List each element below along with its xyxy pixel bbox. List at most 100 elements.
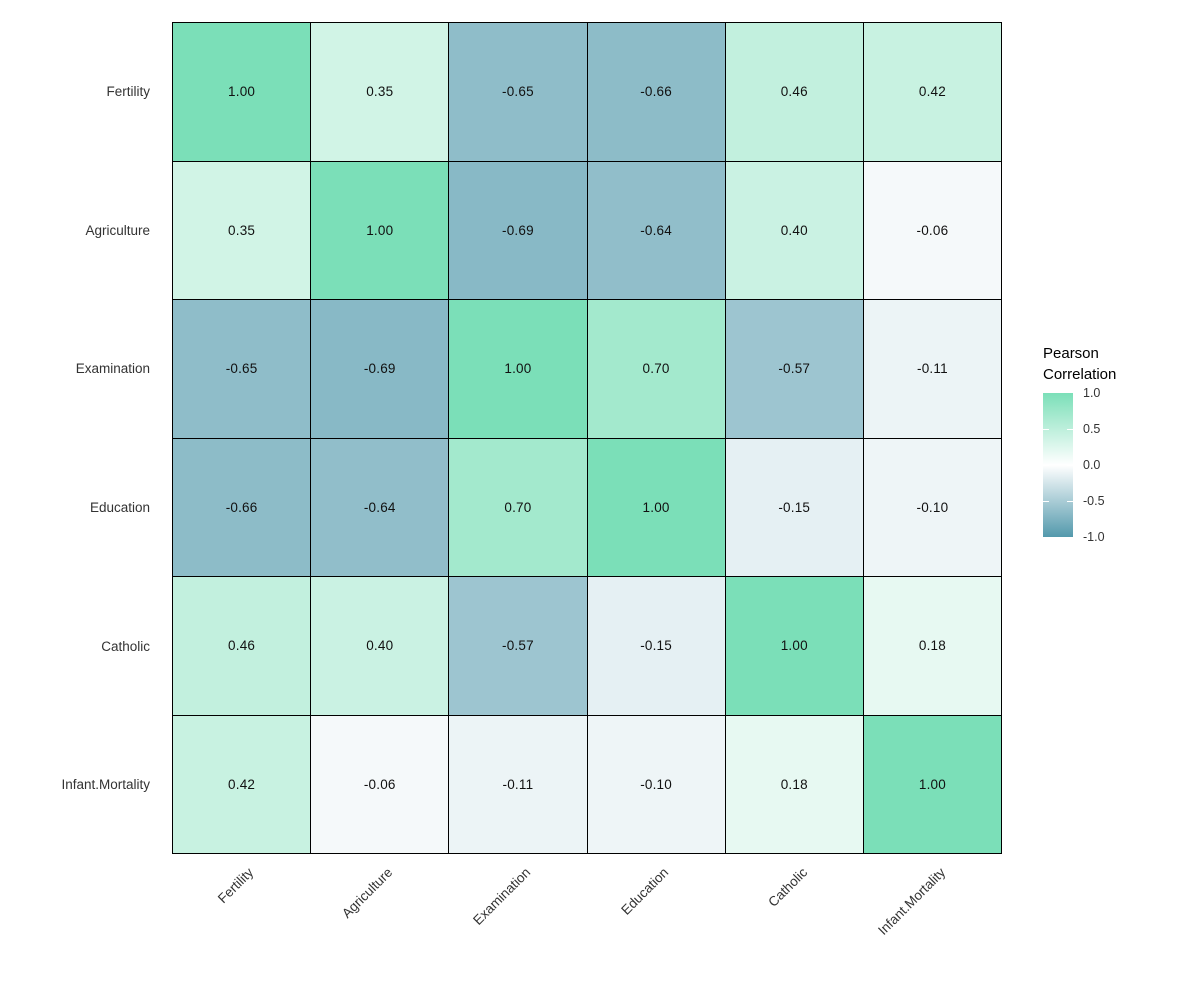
legend-tick-notch — [1067, 501, 1073, 502]
legend-tick-notch — [1043, 465, 1049, 466]
cell-value: -0.15 — [640, 638, 672, 654]
legend-title: Pearson Correlation — [1043, 345, 1117, 383]
cell-value: 1.00 — [366, 222, 394, 238]
legend-tick-notch — [1043, 501, 1049, 502]
cell-value: 0.35 — [228, 222, 256, 238]
heatmap-cell-Education-Education: 1.00 — [587, 438, 725, 576]
cell-value: -0.66 — [225, 499, 258, 515]
legend-tick-label: 0.5 — [1083, 422, 1101, 436]
cell-value: -0.15 — [778, 499, 811, 515]
heatmap-cell-Examination-Agriculture: -0.69 — [311, 300, 449, 438]
heatmap-cell-Infant.Mortality-Infant.Mortality: 1.00 — [863, 715, 1001, 853]
heatmap-cell-Catholic-Examination: -0.57 — [449, 577, 587, 715]
heatmap-cell-Infant.Mortality-Catholic: 0.18 — [725, 715, 863, 853]
cell-value: -0.66 — [640, 84, 672, 100]
heatmap-cell-Catholic-Agriculture: 0.40 — [311, 577, 449, 715]
heatmap-cell-Agriculture-Fertility: 0.35 — [173, 161, 311, 299]
heatmap-cell-Fertility-Fertility: 1.00 — [173, 23, 311, 161]
heatmap-panel: 1.00 0.35 -0.65 -0.66 0.46 0.42 0.35 1.00 -0.69 -… — [172, 22, 1002, 854]
cell-value: -0.10 — [640, 776, 672, 792]
cell-value: 0.46 — [228, 638, 256, 654]
legend: Pearson Correlation 1.0 0.5 0.0 -0.5 -1.0 — [1043, 343, 1163, 544]
cell-value: 1.00 — [642, 499, 670, 515]
y-axis-label-Agriculture: Agriculture — [85, 222, 150, 238]
x-axis-label-Fertility: Fertility — [215, 864, 257, 907]
cell-value: 0.40 — [780, 222, 808, 238]
cell-value: -0.64 — [640, 222, 672, 238]
y-axis-label-Fertility: Fertility — [106, 83, 151, 99]
heatmap-cell-Catholic-Infant.Mortality: 0.18 — [863, 577, 1001, 715]
cell-value: -0.06 — [363, 776, 396, 792]
y-axis-label-Catholic: Catholic — [101, 638, 150, 654]
cell-value: 1.00 — [780, 638, 808, 654]
heatmap-cell-Agriculture-Agriculture: 1.00 — [311, 161, 449, 299]
heatmap-cell-Infant.Mortality-Examination: -0.11 — [449, 715, 587, 853]
heatmap-cell-Infant.Mortality-Education: -0.10 — [587, 715, 725, 853]
cell-value: -0.10 — [916, 499, 949, 515]
cell-value: -0.57 — [502, 638, 534, 654]
cell-value: 0.42 — [228, 776, 256, 792]
heatmap-cell-Fertility-Catholic: 0.46 — [725, 23, 863, 161]
x-axis-label-Infant.Mortality: Infant.Mortality — [874, 864, 949, 938]
cell-value: 0.46 — [780, 84, 808, 100]
cell-value: 0.18 — [780, 776, 808, 792]
x-axis-label-Catholic: Catholic — [764, 864, 810, 910]
heatmap-cell-Education-Fertility: -0.66 — [173, 438, 311, 576]
cell-value: -0.69 — [363, 361, 396, 377]
heatmap-cell-Examination-Catholic: -0.57 — [725, 300, 863, 438]
legend-tick-notch — [1067, 465, 1073, 466]
cell-value: -0.11 — [917, 361, 948, 377]
heatmap-cell-Examination-Infant.Mortality: -0.11 — [863, 300, 1001, 438]
heatmap-cell-Agriculture-Catholic: 0.40 — [725, 161, 863, 299]
heatmap-cell-Infant.Mortality-Fertility: 0.42 — [173, 715, 311, 853]
heatmap-cell-Fertility-Infant.Mortality: 0.42 — [863, 23, 1001, 161]
cell-value: 0.40 — [366, 638, 394, 654]
heatmap-cell-Fertility-Education: -0.66 — [587, 23, 725, 161]
cell-value: -0.57 — [778, 361, 811, 377]
x-axis-label-Agriculture: Agriculture — [338, 864, 395, 921]
cell-value: 0.70 — [642, 361, 670, 377]
y-axis-labels: Fertility Agriculture Examination Education… — [0, 22, 150, 854]
heatmap-cell-Infant.Mortality-Agriculture: -0.06 — [311, 715, 449, 853]
cell-value: 1.00 — [504, 361, 532, 377]
y-axis-label-Education: Education — [89, 499, 150, 515]
cell-value: 1.00 — [918, 776, 946, 792]
heatmap-cell-Education-Examination: 0.70 — [449, 438, 587, 576]
heatmap-cell-Agriculture-Examination: -0.69 — [449, 161, 587, 299]
y-axis-label-Infant.Mortality: Infant.Mortality — [61, 777, 150, 793]
legend-tick-label: 0.0 — [1083, 458, 1101, 472]
heatmap-cell-Examination-Fertility: -0.65 — [173, 300, 311, 438]
legend-colorbar-wrap: 1.0 0.5 0.0 -0.5 -1.0 — [1043, 386, 1163, 544]
legend-tick-notch — [1043, 429, 1049, 430]
cell-value: 0.42 — [918, 84, 946, 100]
legend-tick-label: -0.5 — [1083, 494, 1105, 508]
cell-value: 0.35 — [366, 84, 394, 100]
heatmap-cell-Education-Infant.Mortality: -0.10 — [863, 438, 1001, 576]
heatmap-cell-Education-Agriculture: -0.64 — [311, 438, 449, 576]
heatmap-cell-Fertility-Examination: -0.65 — [449, 23, 587, 161]
correlation-heatmap-figure: Fertility Agriculture Examination Education… — [0, 22, 1163, 938]
heatmap-cell-Examination-Examination: 1.00 — [449, 300, 587, 438]
cell-value: -0.11 — [502, 776, 534, 792]
legend-tick-label: 1.0 — [1083, 386, 1101, 400]
heatmap-cell-Catholic-Fertility: 0.46 — [173, 577, 311, 715]
x-axis-label-Examination: Examination — [469, 864, 534, 928]
heatmap-cell-Catholic-Catholic: 1.00 — [725, 577, 863, 715]
cell-value: -0.64 — [363, 499, 396, 515]
y-axis-label-Examination: Examination — [75, 361, 150, 377]
cell-value: -0.06 — [916, 222, 949, 238]
x-axis-label-Education: Education — [618, 864, 672, 918]
heatmap-cell-Education-Catholic: -0.15 — [725, 438, 863, 576]
cell-value: -0.65 — [502, 84, 534, 100]
heatmap-cell-Agriculture-Infant.Mortality: -0.06 — [863, 161, 1001, 299]
cell-value: -0.65 — [225, 361, 258, 377]
cell-value: -0.69 — [502, 222, 534, 238]
cell-value: 0.18 — [918, 638, 946, 654]
cell-value: 1.00 — [228, 84, 256, 100]
heatmap-cell-Fertility-Agriculture: 0.35 — [311, 23, 449, 161]
cell-value: 0.70 — [504, 499, 532, 515]
legend-tick-label: -1.0 — [1083, 530, 1105, 544]
legend-tick-notch — [1067, 429, 1073, 430]
heatmap-cell-Examination-Education: 0.70 — [587, 300, 725, 438]
heatmap-cell-Catholic-Education: -0.15 — [587, 577, 725, 715]
